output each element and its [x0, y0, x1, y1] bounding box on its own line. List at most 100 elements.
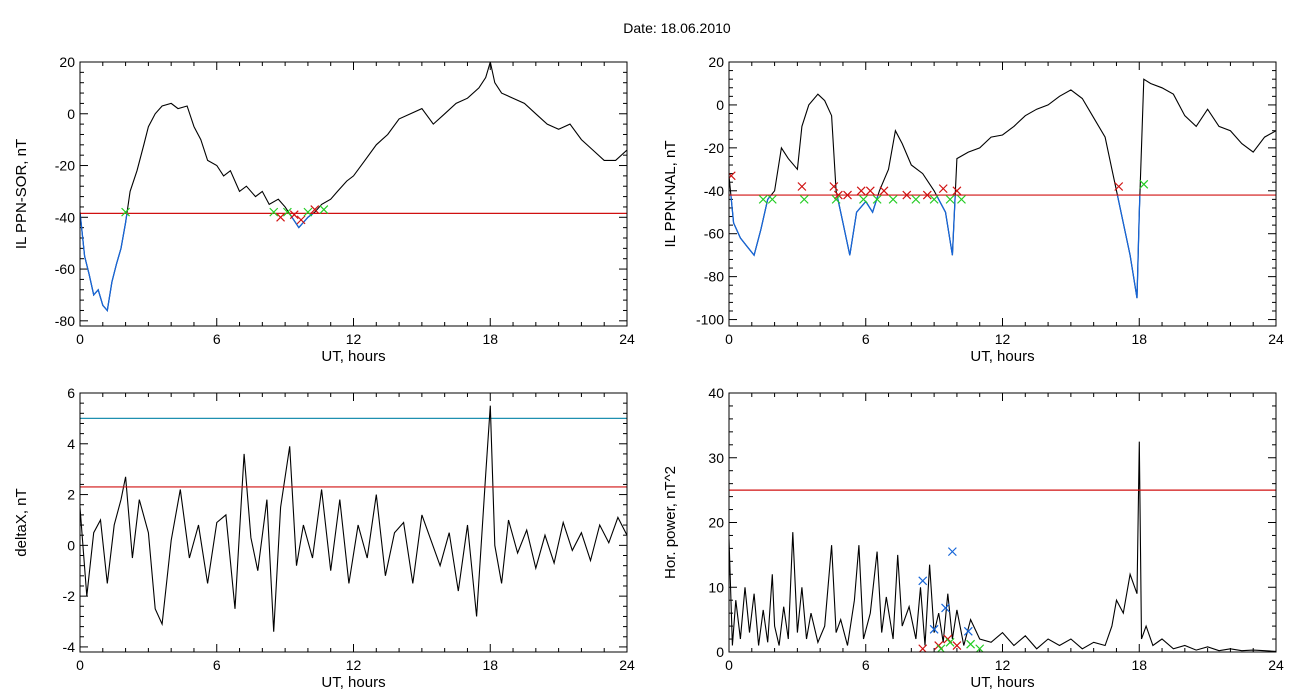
- event-marker: [289, 210, 299, 220]
- event-marker: [872, 194, 882, 204]
- x-tick-label: 24: [1268, 657, 1284, 673]
- event-marker: [296, 215, 306, 225]
- event-marker: [957, 194, 966, 204]
- marker-stroke: [282, 207, 292, 217]
- event-marker: [282, 207, 292, 217]
- event-marker: [758, 194, 768, 204]
- marker-stroke: [929, 194, 939, 204]
- marker-stroke: [922, 190, 932, 200]
- y-tick-label: -60: [55, 261, 75, 277]
- marker-stroke: [938, 184, 948, 194]
- marker-stroke: [872, 194, 882, 204]
- event-marker: [319, 205, 329, 214]
- y-tick-label: 4: [67, 436, 75, 452]
- marker-stroke: [799, 194, 809, 204]
- marker-stroke: [833, 190, 843, 200]
- x-tick-label: 12: [995, 331, 1011, 347]
- y-tick-label: 10: [708, 579, 724, 595]
- marker-stroke: [934, 641, 944, 650]
- marker-stroke: [319, 205, 329, 214]
- marker-stroke: [859, 194, 868, 204]
- event-marker: [879, 186, 889, 196]
- x-tick-label: 12: [346, 331, 362, 347]
- marker-stroke: [865, 186, 875, 196]
- marker-stroke: [936, 644, 946, 652]
- x-tick-label: 24: [619, 331, 635, 347]
- y-tick-label: -100: [696, 312, 724, 328]
- marker-stroke: [943, 634, 953, 644]
- y-tick-label: -60: [704, 226, 724, 242]
- x-tick-label: 18: [482, 331, 498, 347]
- figure-title: Date: 18.06.2010: [623, 20, 731, 36]
- event-marker: [945, 637, 955, 647]
- marker-stroke: [303, 207, 313, 217]
- event-marker: [945, 194, 955, 204]
- series-line: [729, 78, 1276, 299]
- y-tick-label: 2: [67, 487, 75, 503]
- event-marker: [941, 603, 950, 613]
- y-tick-label: 40: [708, 385, 724, 401]
- event-marker: [929, 194, 939, 204]
- data-layer: [729, 441, 1276, 652]
- marker-stroke: [952, 186, 962, 196]
- x-tick-label: 24: [619, 657, 635, 673]
- event-marker: [1114, 182, 1124, 191]
- event-marker: [310, 205, 320, 214]
- event-marker: [952, 641, 962, 650]
- marker-stroke: [831, 194, 841, 204]
- marker-stroke: [296, 215, 306, 225]
- marker-stroke: [945, 637, 955, 647]
- x-tick-label: 0: [725, 657, 733, 673]
- event-marker: [121, 207, 131, 217]
- y-tick-label: -2: [63, 588, 76, 604]
- panel-power: 0 6 12 18 24 0 10 20 30 40 UT, hours Hor. power, nT…: [662, 385, 1284, 691]
- event-marker: [947, 547, 957, 557]
- marker-stroke: [941, 603, 950, 613]
- event-marker: [966, 639, 976, 649]
- marker-stroke: [843, 190, 852, 200]
- y-axis-label: Hor. power, nT^2: [662, 466, 679, 579]
- panel-sor: 0 6 12 18 24 -80 -60 -40 -20 0 20 UT, hours IL PPN-S…: [13, 54, 635, 365]
- data-layer: [80, 62, 627, 312]
- y-axis-label: IL PPN-NAL, nT: [662, 141, 679, 248]
- x-tick-label: 0: [76, 331, 84, 347]
- plot-frame: [728, 61, 1277, 327]
- y-tick-label: -4: [63, 639, 76, 655]
- marker-stroke: [975, 644, 985, 652]
- y-tick-label: 0: [67, 537, 75, 553]
- marker-stroke: [918, 644, 928, 652]
- y-axis-label: IL PPN-SOR, nT: [13, 139, 30, 249]
- event-marker: [888, 194, 898, 204]
- event-marker: [911, 194, 921, 204]
- y-tick-label: -80: [704, 269, 724, 285]
- marker-stroke: [947, 547, 957, 557]
- event-marker: [829, 182, 839, 191]
- x-tick-label: 18: [1131, 331, 1147, 347]
- plot-frame: [79, 61, 628, 327]
- event-marker: [902, 190, 912, 200]
- x-tick-label: 6: [862, 331, 870, 347]
- marker-stroke: [856, 186, 866, 196]
- event-marker: [833, 190, 843, 200]
- event-marker: [729, 171, 736, 181]
- x-axis-label: UT, hours: [970, 674, 1034, 691]
- x-tick-label: 0: [725, 331, 733, 347]
- event-marker: [303, 207, 313, 217]
- event-marker: [922, 190, 932, 200]
- marker-stroke: [918, 576, 928, 586]
- event-marker: [929, 624, 939, 634]
- y-axis-label: deltaX, nT: [13, 488, 30, 556]
- event-marker: [936, 644, 946, 652]
- x-axis-label: UT, hours: [970, 348, 1034, 365]
- x-tick-label: 12: [346, 657, 362, 673]
- event-marker: [856, 186, 866, 196]
- x-tick-label: 6: [213, 331, 221, 347]
- y-tick-label: -80: [55, 313, 75, 329]
- marker-stroke: [310, 205, 320, 214]
- y-tick-label: 20: [708, 515, 724, 531]
- y-tick-label: 0: [716, 644, 724, 660]
- y-tick-label: 20: [708, 54, 724, 70]
- marker-stroke: [121, 207, 131, 217]
